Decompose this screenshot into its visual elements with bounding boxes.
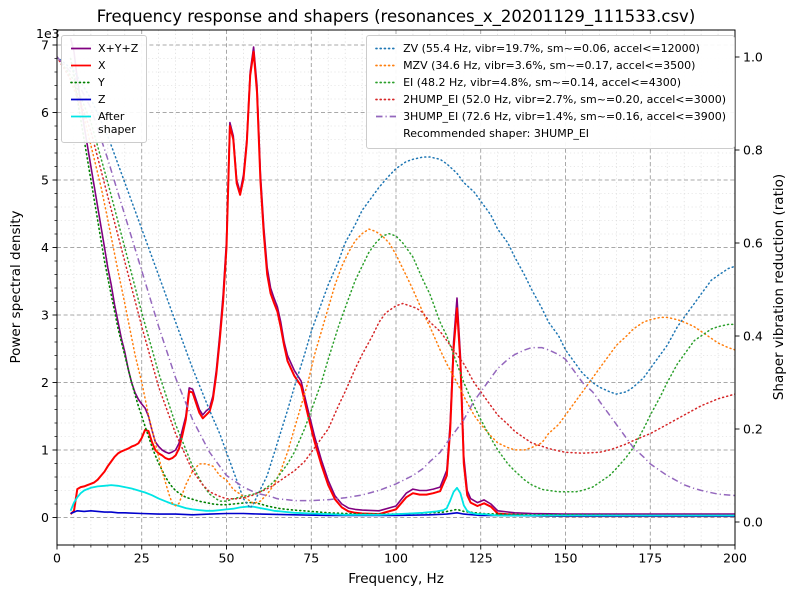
tick-label: 5 xyxy=(41,172,49,187)
series-zv xyxy=(57,56,735,509)
tick-label: 25 xyxy=(134,551,150,566)
tick-label: 6 xyxy=(41,105,49,120)
axes-ticks: 0 25 50 75 100 125 150 175 200 0 1 2 3 4 5 6 7 0.0 0.2 0.4 0… xyxy=(41,37,763,565)
legend-label: MZV (34.6 Hz, vibr=3.6%, sm~=0.17, accel… xyxy=(403,58,696,72)
series-z xyxy=(70,509,735,517)
tick-label: 3 xyxy=(41,307,49,322)
legend-entry: Z xyxy=(70,93,138,109)
tick-label: 0.8 xyxy=(743,142,763,157)
legend-label: Y xyxy=(98,75,105,89)
tick-label: 1 xyxy=(41,442,49,457)
tick-label: 200 xyxy=(723,551,747,566)
curves xyxy=(57,38,735,518)
chart-title: Frequency response and shapers (resonanc… xyxy=(96,7,696,26)
tick-label: 0.6 xyxy=(743,235,763,250)
legend-line-sample xyxy=(376,115,397,117)
series-3hump_ei xyxy=(57,56,735,502)
legend-line-sample xyxy=(70,81,92,83)
legend-line-sample xyxy=(375,64,397,66)
y-axis-label-left: Power spectral density xyxy=(8,210,24,364)
tick-label: 175 xyxy=(638,551,662,566)
legend-line-sample xyxy=(375,81,397,83)
series-after-shaper xyxy=(69,484,735,517)
legend-label: X+Y+Z xyxy=(98,41,139,55)
legend-line-sample xyxy=(71,47,91,49)
legend-entry: X+Y+Z xyxy=(70,42,138,58)
legend-label: 3HUMP_EI (72.6 Hz, vibr=1.4%, sm~=0.16, … xyxy=(403,109,726,123)
tick-label: 0.2 xyxy=(743,421,763,436)
legend-label: Z xyxy=(98,92,106,106)
legend-entry: Y xyxy=(70,76,138,92)
series-mzv xyxy=(57,56,735,507)
legend-entry: ZV (55.4 Hz, vibr=19.7%, sm~=0.06, accel… xyxy=(375,42,726,58)
tick-label: 1.0 xyxy=(743,49,763,64)
tick-label: 0.4 xyxy=(743,328,763,343)
tick-label: 50 xyxy=(219,551,235,566)
tick-label: 7 xyxy=(41,37,49,52)
tick-label: 0 xyxy=(41,510,49,525)
legend-line-sample xyxy=(71,64,91,66)
legend-line-sample xyxy=(71,115,91,117)
tick-label: 4 xyxy=(41,240,49,255)
y-axis-label-right: Shaper vibration reduction (ratio) xyxy=(771,173,787,401)
x-axis-label: Frequency, Hz xyxy=(348,571,444,587)
recommended-shaper-text: Recommended shaper: 3HUMP_EI xyxy=(403,126,590,140)
legend-entry: X xyxy=(70,59,138,75)
series-2hump_ei xyxy=(57,56,735,500)
tick-label: 0.0 xyxy=(743,514,763,529)
legend-line-sample xyxy=(375,47,397,49)
legend-entry: EI (48.2 Hz, vibr=4.8%, sm~=0.14, accel<… xyxy=(375,76,726,92)
legend-recommendation: Recommended shaper: 3HUMP_EI xyxy=(375,127,726,143)
tick-label: 150 xyxy=(554,551,578,566)
y-axis-offset-text: 1e3 xyxy=(36,26,60,41)
series-ei xyxy=(57,56,735,502)
tick-label: 75 xyxy=(303,551,319,566)
legend-line-sample xyxy=(375,128,397,139)
legend-label: ZV (55.4 Hz, vibr=19.7%, sm~=0.06, accel… xyxy=(403,41,700,55)
legend-entry: 3HUMP_EI (72.6 Hz, vibr=1.4%, sm~=0.16, … xyxy=(375,110,726,126)
legend-psd: X+Y+Z X Y Z After shaper xyxy=(61,35,148,143)
legend-label: 2HUMP_EI (52.0 Hz, vibr=2.7%, sm~=0.20, … xyxy=(403,92,726,106)
legend-label: X xyxy=(98,58,106,72)
tick-label: 100 xyxy=(384,551,408,566)
tick-label: 2 xyxy=(41,375,49,390)
legend-entry: After shaper xyxy=(70,110,138,137)
legend-line-sample xyxy=(71,98,91,100)
tick-label: 125 xyxy=(469,551,493,566)
legend-entry: MZV (34.6 Hz, vibr=3.6%, sm~=0.17, accel… xyxy=(375,59,726,75)
tick-label: 0 xyxy=(53,551,61,566)
legend-label: EI (48.2 Hz, vibr=4.8%, sm~=0.14, accel<… xyxy=(403,75,682,89)
series-x xyxy=(69,50,735,518)
legend-shapers: ZV (55.4 Hz, vibr=19.7%, sm~=0.06, accel… xyxy=(366,35,735,149)
legend-entry: 2HUMP_EI (52.0 Hz, vibr=2.7%, sm~=0.20, … xyxy=(375,93,726,109)
legend-line-sample xyxy=(375,98,397,100)
legend-label: After shaper xyxy=(98,109,136,137)
